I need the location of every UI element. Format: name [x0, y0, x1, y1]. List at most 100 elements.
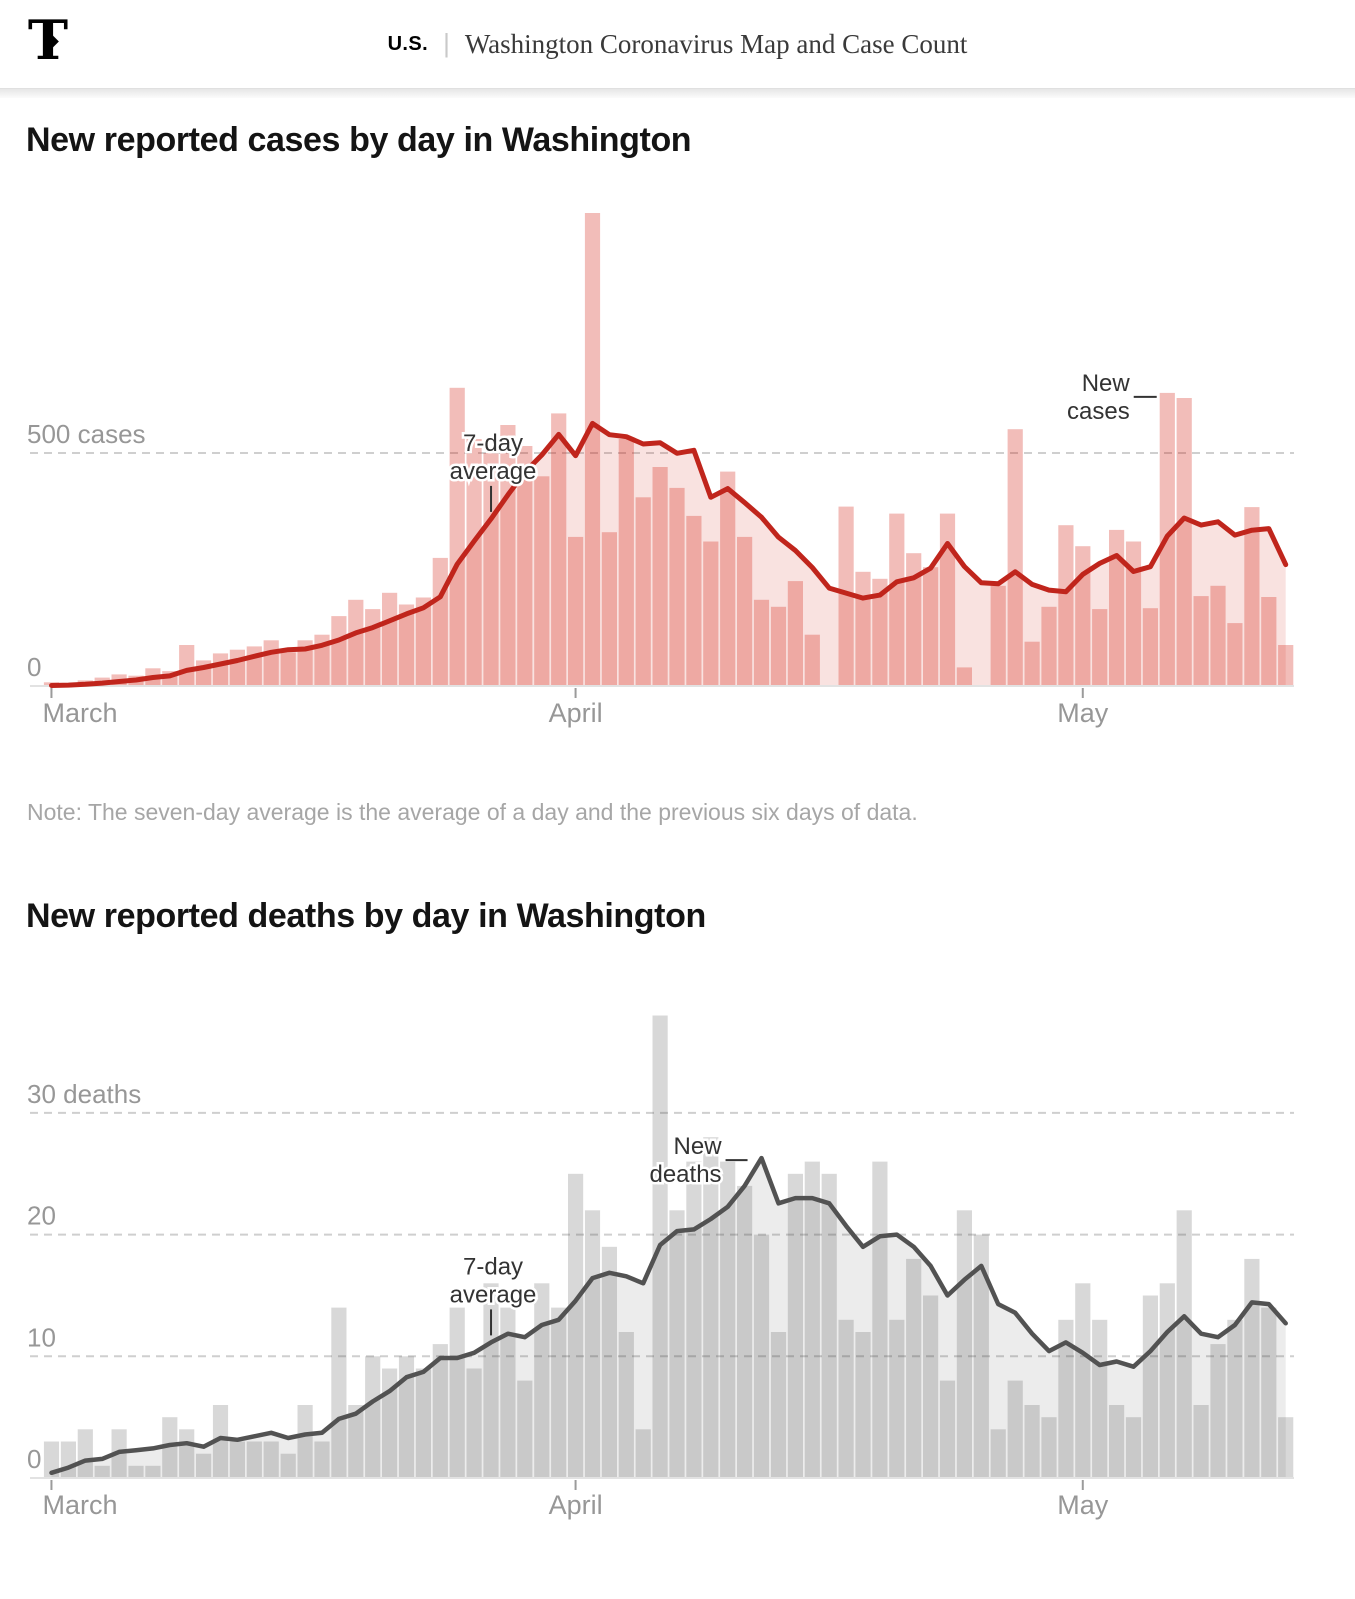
cases-bar — [331, 616, 347, 686]
annotation-text: New — [1082, 370, 1131, 397]
cases-bar — [1278, 645, 1294, 686]
cases-bar — [956, 667, 972, 686]
annotation-text: average — [450, 458, 537, 485]
deaths-bar — [1007, 1380, 1023, 1478]
deaths-bar — [365, 1356, 381, 1478]
cases-bar — [906, 553, 922, 686]
cases-bar — [449, 387, 465, 686]
deaths-y-label-10: 10 — [27, 1322, 56, 1352]
deaths-bar — [1227, 1319, 1243, 1478]
deaths-month-label-April: April — [549, 1490, 603, 1520]
cases-bar — [1024, 641, 1040, 686]
cases-bar — [618, 439, 634, 686]
cases-bar — [838, 506, 854, 686]
cases-bar — [889, 513, 905, 686]
deaths-bar — [1092, 1319, 1108, 1478]
deaths-bar — [500, 1307, 516, 1478]
cases-bar — [855, 571, 871, 686]
cases-bar — [1244, 507, 1260, 686]
cases-bar — [703, 541, 719, 686]
deaths-bar — [432, 1344, 448, 1478]
deaths-bar — [956, 1210, 972, 1478]
cases-bar — [415, 597, 431, 686]
cases-bar — [1041, 606, 1057, 686]
deaths-bar — [483, 1283, 499, 1478]
nyt-logo[interactable]: T — [26, 10, 70, 70]
annotation-text: cases — [1067, 398, 1130, 425]
deaths-bar — [263, 1441, 279, 1478]
cases-average-area — [51, 423, 1286, 686]
deaths-bar — [601, 1246, 617, 1478]
deaths-average-line — [49, 1155, 1288, 1476]
deaths-month-label-March: March — [42, 1490, 117, 1520]
deaths-bar — [804, 1161, 820, 1478]
deaths-bar — [939, 1380, 956, 1478]
cases-bar — [939, 513, 956, 686]
deaths-bar — [1278, 1417, 1294, 1479]
section-link-us[interactable]: U.S. — [387, 32, 429, 55]
deaths-bar — [348, 1405, 364, 1478]
cases-bar — [1210, 585, 1226, 686]
annotation-text: 7-day — [463, 430, 523, 457]
deaths-month-label-May: May — [1057, 1490, 1109, 1520]
deaths-y-label-20: 20 — [27, 1201, 56, 1231]
annotation-text: 7-day — [463, 1253, 523, 1280]
cases-bar — [652, 467, 668, 686]
deaths-bar — [212, 1405, 229, 1478]
cases-bar — [1007, 429, 1023, 686]
deaths-bar — [923, 1295, 939, 1479]
cases-bar — [1193, 596, 1209, 686]
cases-bar — [466, 439, 482, 686]
deaths-bar — [449, 1307, 465, 1478]
deaths-bar — [821, 1173, 837, 1479]
deaths-bar — [43, 1441, 60, 1478]
deaths-bar — [415, 1368, 431, 1478]
deaths-bar — [466, 1368, 482, 1478]
deaths-bar — [1024, 1405, 1040, 1478]
deaths-bar — [162, 1417, 178, 1479]
cases-bar — [770, 606, 787, 686]
cases-y-label-500: 500 cases — [27, 419, 146, 449]
deaths-bar — [229, 1441, 245, 1478]
deaths-bar — [1109, 1405, 1125, 1478]
cases-bar — [872, 578, 888, 686]
cases-bar — [923, 567, 939, 686]
cases-bar — [1142, 608, 1158, 686]
cases-bar — [517, 446, 533, 686]
deaths-chart-title: New reported deaths by day in Washington — [26, 897, 706, 935]
cases-bar — [551, 413, 567, 686]
deaths-bar — [145, 1465, 161, 1478]
cases-bar — [804, 634, 820, 686]
cases-month-label-March: March — [42, 698, 117, 728]
deaths-bar — [179, 1429, 195, 1478]
cases-bar — [1075, 546, 1091, 686]
header-shadow — [0, 89, 1355, 98]
annotation-text: average — [450, 1281, 537, 1308]
header-breadcrumb: U.S. | Washington Coronavirus Map and Ca… — [0, 0, 1355, 88]
cases-bar — [720, 471, 736, 686]
deaths-bar — [1176, 1210, 1192, 1478]
header-divider: | — [443, 27, 450, 58]
deaths-bar — [1193, 1405, 1209, 1478]
deaths-bar — [720, 1161, 736, 1478]
cases-bar — [212, 653, 229, 686]
cases-bar — [990, 585, 1006, 686]
deaths-bar — [889, 1319, 905, 1478]
deaths-bar — [77, 1429, 93, 1478]
deaths-average-area — [51, 1158, 1286, 1478]
deaths-bar — [297, 1405, 313, 1478]
deaths-bar — [1244, 1258, 1260, 1478]
cases-bar — [568, 536, 584, 686]
deaths-bar — [1261, 1307, 1277, 1478]
deaths-bar — [855, 1332, 871, 1478]
cases-bar — [737, 536, 753, 686]
cases-bar — [246, 646, 262, 686]
cases-bar — [1227, 623, 1243, 686]
deaths-bar — [990, 1429, 1006, 1478]
site-header: T U.S. | Washington Coronavirus Map and … — [0, 0, 1355, 89]
cases-bar — [1125, 541, 1142, 686]
deaths-bar — [635, 1429, 651, 1478]
